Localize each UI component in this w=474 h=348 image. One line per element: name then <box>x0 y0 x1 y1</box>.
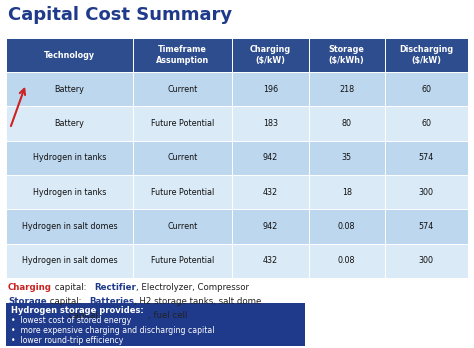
Text: 18: 18 <box>342 188 352 197</box>
Text: Hydrogen in tanks: Hydrogen in tanks <box>33 188 106 197</box>
Bar <box>6 141 133 175</box>
Bar <box>385 244 468 278</box>
Bar <box>385 209 468 244</box>
Text: Hydrogen storage provides:: Hydrogen storage provides: <box>11 306 144 315</box>
Text: Inverter: Inverter <box>109 311 148 320</box>
Text: 942: 942 <box>263 222 278 231</box>
Text: Future Potential: Future Potential <box>151 188 214 197</box>
Text: 432: 432 <box>263 188 278 197</box>
Text: Rectifier: Rectifier <box>95 283 137 292</box>
Text: Storage
($/kWh): Storage ($/kWh) <box>329 45 365 65</box>
Text: capital:: capital: <box>46 297 90 306</box>
Bar <box>133 175 232 209</box>
Bar <box>232 72 309 106</box>
Text: Batteries: Batteries <box>90 297 134 306</box>
Bar <box>232 244 309 278</box>
Text: 0.08: 0.08 <box>338 222 356 231</box>
Text: Charging: Charging <box>8 283 52 292</box>
Text: Storage: Storage <box>8 297 46 306</box>
Text: Future Potential: Future Potential <box>151 119 214 128</box>
Text: 218: 218 <box>339 85 354 94</box>
Bar <box>6 72 133 106</box>
Text: Discharging
($/kW): Discharging ($/kW) <box>400 45 454 65</box>
Bar <box>133 106 232 141</box>
Text: 60: 60 <box>421 85 431 94</box>
Bar <box>385 106 468 141</box>
Bar <box>309 141 385 175</box>
Text: 432: 432 <box>263 256 278 265</box>
Bar <box>385 175 468 209</box>
Bar <box>232 38 309 72</box>
Text: Discharging: Discharging <box>8 311 66 320</box>
Text: 0.08: 0.08 <box>338 256 356 265</box>
Bar <box>309 209 385 244</box>
Text: capital:: capital: <box>66 311 109 320</box>
Text: 574: 574 <box>419 222 434 231</box>
Bar <box>309 38 385 72</box>
Text: Technology: Technology <box>44 50 95 60</box>
Text: , fuel cell: , fuel cell <box>148 311 188 320</box>
Bar <box>309 244 385 278</box>
Text: , Electrolyzer, Compressor: , Electrolyzer, Compressor <box>137 283 249 292</box>
Bar <box>232 106 309 141</box>
Text: Hydrogen in salt domes: Hydrogen in salt domes <box>22 256 118 265</box>
Bar <box>6 209 133 244</box>
Text: Charging
($/kW): Charging ($/kW) <box>250 45 291 65</box>
Text: 80: 80 <box>342 119 352 128</box>
Text: Hydrogen in salt domes: Hydrogen in salt domes <box>22 222 118 231</box>
Bar <box>6 38 133 72</box>
Text: Future Potential: Future Potential <box>151 256 214 265</box>
Text: 60: 60 <box>421 119 431 128</box>
Text: 942: 942 <box>263 153 278 162</box>
Bar <box>385 141 468 175</box>
Text: Current: Current <box>168 153 198 162</box>
Text: Timeframe
Assumption: Timeframe Assumption <box>156 45 210 65</box>
Text: Current: Current <box>168 85 198 94</box>
Bar <box>232 209 309 244</box>
Bar <box>385 72 468 106</box>
Bar <box>385 38 468 72</box>
Text: 196: 196 <box>263 85 278 94</box>
Bar <box>133 209 232 244</box>
Bar <box>309 72 385 106</box>
Text: 183: 183 <box>263 119 278 128</box>
Text: 574: 574 <box>419 153 434 162</box>
Text: Hydrogen in tanks: Hydrogen in tanks <box>33 153 106 162</box>
Text: , H2 storage tanks, salt dome: , H2 storage tanks, salt dome <box>134 297 262 306</box>
Text: 300: 300 <box>419 188 434 197</box>
Bar <box>6 303 305 346</box>
Text: Capital Cost Summary: Capital Cost Summary <box>8 6 232 24</box>
Text: capital:: capital: <box>52 283 95 292</box>
Bar <box>133 38 232 72</box>
Bar <box>232 141 309 175</box>
Text: •  lower round-trip efficiency: • lower round-trip efficiency <box>11 336 123 345</box>
Text: •  more expensive charging and discharging capital: • more expensive charging and dischargin… <box>11 326 215 335</box>
Bar <box>232 175 309 209</box>
Text: Current: Current <box>168 222 198 231</box>
Bar <box>6 175 133 209</box>
Text: Battery: Battery <box>55 119 84 128</box>
Bar <box>309 106 385 141</box>
Bar <box>309 175 385 209</box>
Bar <box>6 106 133 141</box>
Text: 300: 300 <box>419 256 434 265</box>
Text: •  lowest cost of stored energy: • lowest cost of stored energy <box>11 316 131 325</box>
Bar <box>6 244 133 278</box>
Text: Battery: Battery <box>55 85 84 94</box>
Bar <box>133 244 232 278</box>
Bar <box>133 141 232 175</box>
Bar <box>133 72 232 106</box>
Text: 35: 35 <box>342 153 352 162</box>
